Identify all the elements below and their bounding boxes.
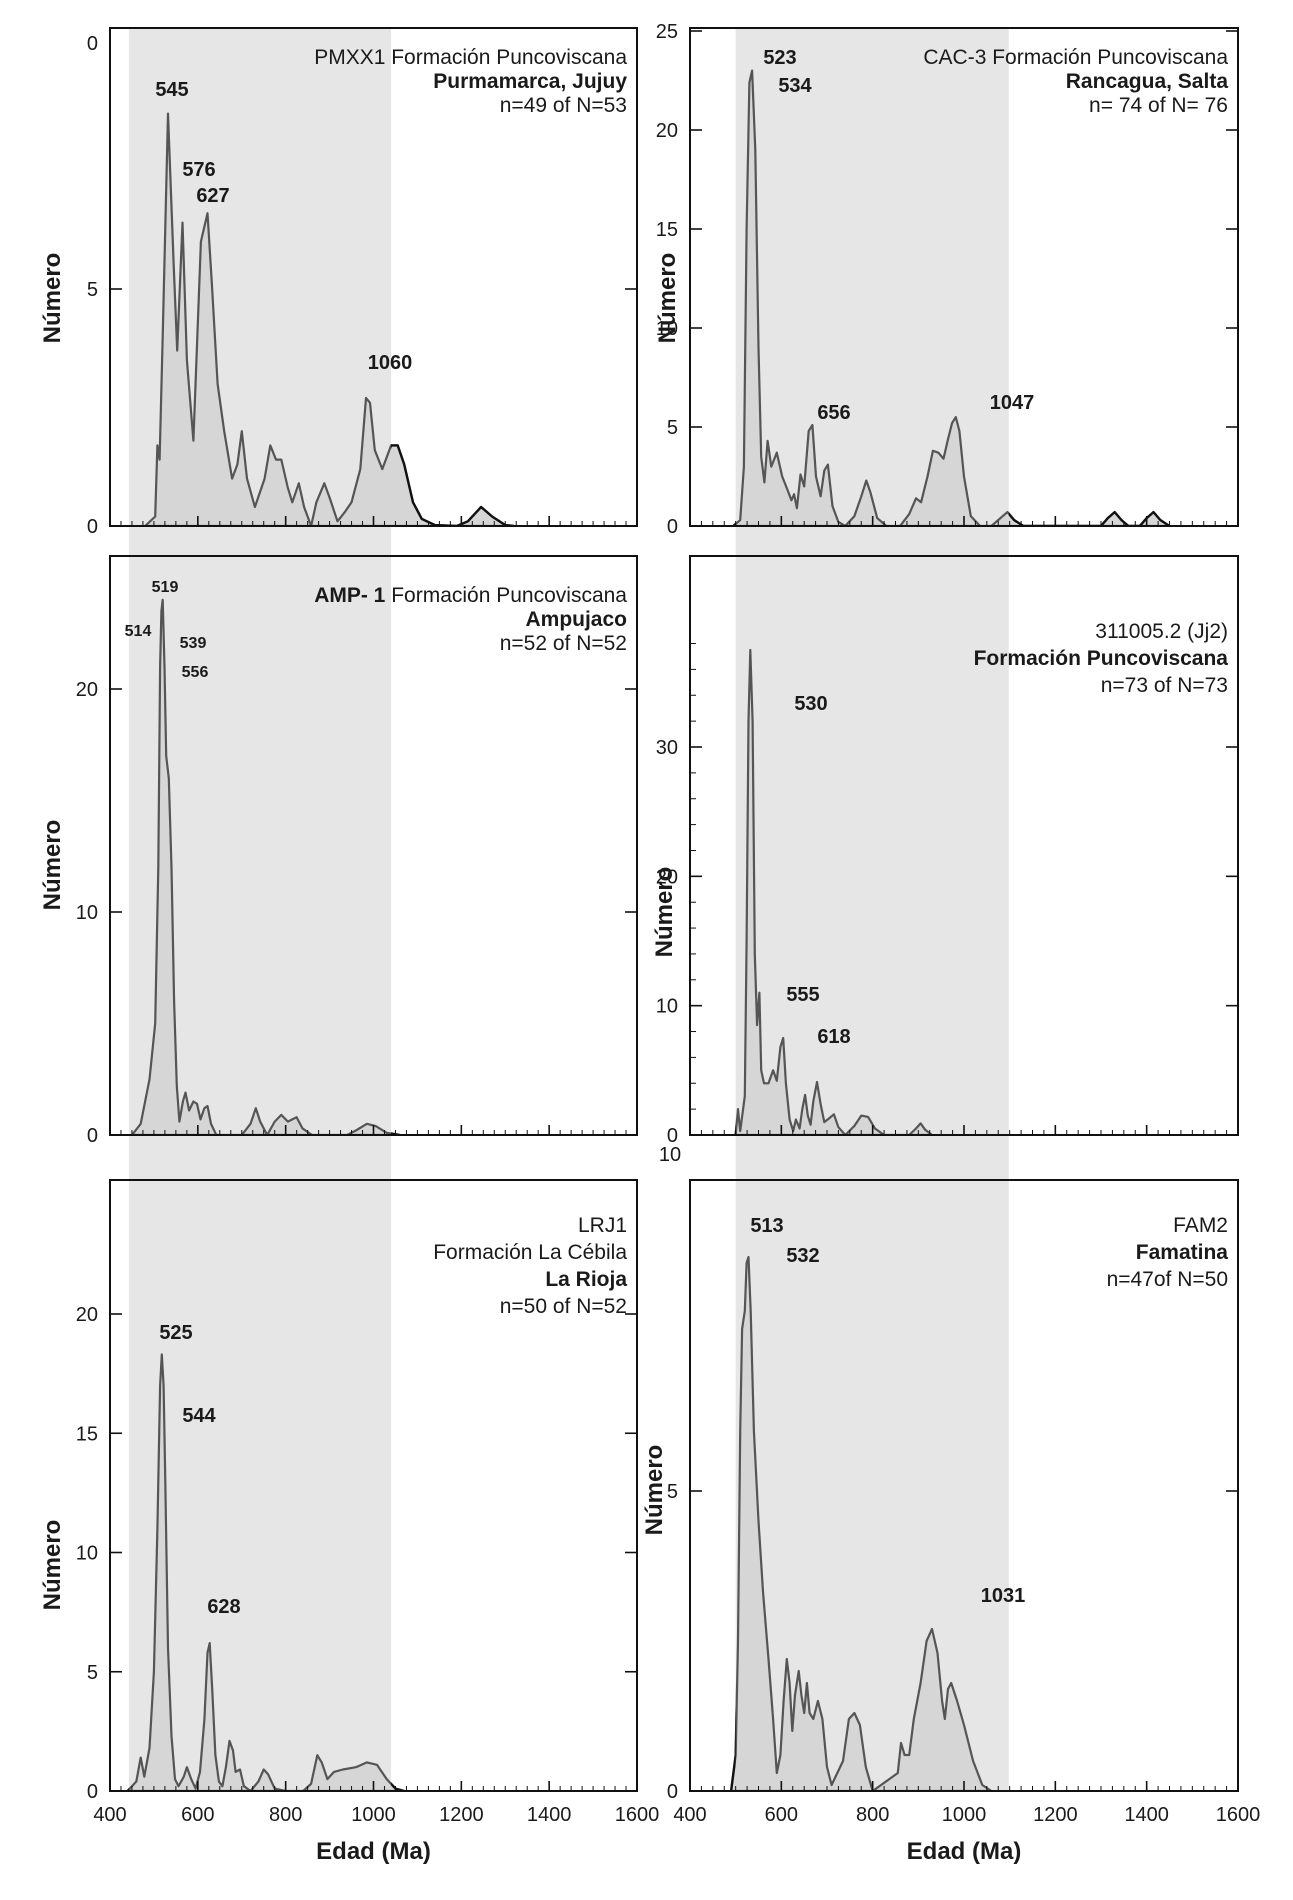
sample-info-line: Ampujaco [525,608,627,631]
peak-label: 656 [817,402,850,424]
y-tick-label: 20 [656,120,678,142]
probability-curve-s311005 [734,648,934,1135]
x-tick-label: 800 [856,1804,889,1826]
y-tick-label: 10 [656,996,678,1018]
sample-info-line: PMXX1 Formación Puncoviscana [314,46,627,69]
y-axis-title: Número [641,1445,668,1536]
x-tick-label: 400 [93,1804,126,1826]
sample-info-line: CAC-3 Formación Puncoviscana [923,46,1228,69]
sample-info-line: LRJ1 [578,1214,627,1237]
sample-info-line: n=73 of N=73 [1101,674,1228,697]
sample-info-line: Formación Puncoviscana [974,647,1229,670]
x-tick-label: 1600 [1216,1804,1261,1826]
x-tick-label: 600 [765,1804,798,1826]
y-tick-label: 15 [656,219,678,241]
y-tick-label: 5 [87,1662,98,1684]
peak-label: 556 [182,664,209,681]
y-tick-label: 5 [667,1481,678,1503]
peak-label: 1031 [981,1585,1026,1607]
sample-info-line: Formación La Cébila [433,1241,627,1264]
x-tick-label: 1200 [1033,1804,1078,1826]
probability-curve-lrj1 [126,1353,406,1791]
y-tick-label: 0 [87,1781,98,1803]
y-tick-label: 0 [667,516,678,538]
y-axis-title: Número [39,1520,66,1611]
x-tick-label: 1400 [1124,1804,1169,1826]
y-axis-title: Número [654,253,681,344]
sample-info-line: n=49 of N=53 [500,94,627,117]
sample-info-line: 311005.2 (Jj2) [1095,620,1228,643]
x-tick-label: 800 [269,1804,302,1826]
sample-info-line: n= 74 of N= 76 [1089,94,1228,117]
stray-tick-label: 10 [659,1144,681,1166]
x-tick-label: 1600 [615,1804,660,1826]
peak-label: 544 [182,1405,216,1427]
peak-label: 514 [125,623,152,640]
x-tick-label: 1200 [439,1804,484,1826]
peak-label: 555 [786,984,819,1006]
y-tick-label: 20 [76,679,98,701]
y-tick-label: 10 [76,902,98,924]
peak-label: 523 [763,47,796,69]
y-tick-label: 5 [667,417,678,439]
x-tick-label: 1000 [942,1804,987,1826]
peak-label: 628 [207,1596,240,1618]
x-axis-title: Edad (Ma) [907,1838,1022,1865]
peak-label: 519 [152,579,179,596]
peak-label: 618 [817,1026,850,1048]
sample-info-line: n=52 of N=52 [500,632,627,655]
sample-info-line: n=50 of N=52 [500,1295,627,1318]
peak-label: 539 [180,635,207,652]
peak-label: 532 [786,1245,819,1267]
peak-label: 1060 [368,352,413,374]
x-tick-label: 400 [673,1804,706,1826]
probability-curve-cac3 [732,69,1171,526]
y-tick-label: 20 [76,1304,98,1326]
panel-cac3: 0 5 10 15 20 25 Número CAC-3 Formación Puncovis… [654,21,1239,538]
age-band-right [735,28,1009,1791]
y-tick-label: 25 [656,21,678,43]
peak-label: 530 [794,693,827,715]
sample-info-line: FAM2 [1173,1214,1228,1237]
y-tick-label: 5 [87,279,98,301]
x-axis-title: Edad (Ma) [316,1838,431,1865]
panel-pmxx1: 0 5 0 Número PMXX1 Formación PuncoviscanaPur… [39,27,638,538]
sample-info-line: AMP- 1 Formación Puncoviscana [314,584,627,607]
sample-info-line: La Rioja [545,1268,627,1291]
y-tick-label: 15 [76,1423,98,1445]
y-axis-title: Número [651,867,678,958]
x-tick-label: 600 [181,1804,214,1826]
sample-info-line: Purmamarca, Jujuy [433,70,627,93]
y-tick-label: 0 [667,1781,678,1803]
peak-label: 576 [182,159,215,181]
y-axis-title: Número [39,820,66,911]
peak-label: 534 [778,75,812,97]
peak-label: 627 [196,185,229,207]
probability-curve-fam2 [730,1255,993,1791]
peak-label: 513 [750,1215,783,1237]
x-tick-label: 1000 [351,1804,396,1826]
y-axis-title: Número [39,253,66,344]
y-tick-label: 0 [87,516,98,538]
peak-label: 525 [159,1322,192,1344]
sample-info-line: Famatina [1136,1241,1229,1264]
panel-lrj1: 0 5 10 15 20 Número 400 600 800 1000 1200 1400 1600 E… [39,1179,660,1865]
peak-label: 1047 [990,392,1035,414]
sample-info-line: Rancagua, Salta [1066,70,1229,93]
y-tick-label: 20 [656,866,678,888]
y-tick-label: 0 [667,1125,678,1147]
y-tick-label: 10 [656,318,678,340]
x-tick-label: 1400 [527,1804,572,1826]
y-tick-label: 0 [87,1125,98,1147]
sample-info-line: n=47of N=50 [1107,1268,1228,1291]
y-tick-label: 30 [656,737,678,759]
panel-amp1: 0 10 20 Número AMP- 1 Formación Puncoviscana… [39,555,638,1147]
y-tick-label: 10 [76,1543,98,1565]
y-tick-label-top: 0 [87,33,98,55]
peak-label: 545 [155,79,188,101]
probability-curve-amp1 [130,598,401,1135]
